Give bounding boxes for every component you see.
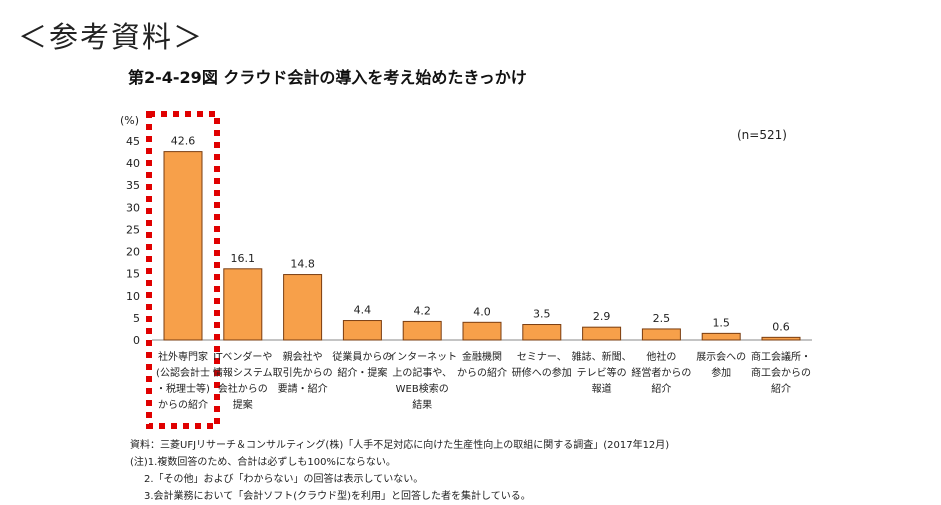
data-label: 16.1 xyxy=(231,252,256,265)
category-label: ITベンダーや 情報システム 会社からの 提案 xyxy=(212,352,273,411)
bar xyxy=(462,321,502,341)
bar xyxy=(283,274,323,341)
data-label: 2.9 xyxy=(593,310,611,323)
note-3: 3.会計業務において「会計ソフト(クラウド型)を利用」と回答した者を集計している… xyxy=(144,491,531,502)
y-tick-label: 5 xyxy=(133,312,140,325)
notes: 資料：三菱UFJリサーチ＆コンサルティング(株)「人手不足対応に向けた生産性向上… xyxy=(130,437,669,505)
category-label: 雑誌、新聞、 テレビ等の 報道 xyxy=(571,352,632,395)
bar xyxy=(163,151,203,341)
category-label: 金融機関 からの紹介 xyxy=(457,352,507,379)
bar xyxy=(223,268,263,341)
category-label: 他社の 経営者からの 紹介 xyxy=(631,352,692,395)
y-tick-label: 45 xyxy=(126,135,140,148)
category-label: 従業員からの 紹介・提案 xyxy=(332,352,393,379)
data-label: 0.6 xyxy=(772,320,790,333)
bar xyxy=(342,320,382,341)
source-note: 資料：三菱UFJリサーチ＆コンサルティング(株)「人手不足対応に向けた生産性向上… xyxy=(130,440,670,451)
bar xyxy=(582,326,622,341)
y-axis-unit: (%) xyxy=(120,114,140,127)
data-label: 3.5 xyxy=(533,308,551,321)
data-label: 42.6 xyxy=(171,135,196,148)
data-label: 2.5 xyxy=(653,312,671,325)
bar xyxy=(761,336,801,341)
data-label: 4.2 xyxy=(413,304,431,317)
category-label: インターネット 上の記事や、 WEB検索の 結果 xyxy=(387,352,458,411)
category-label: 展示会への 参加 xyxy=(696,352,747,379)
reference-header: ＜参考資料＞ xyxy=(18,20,205,54)
data-label: 4.4 xyxy=(354,304,372,317)
bar xyxy=(402,320,442,341)
y-tick-label: 35 xyxy=(126,179,140,192)
data-label: 4.0 xyxy=(473,305,491,318)
data-label: 14.8 xyxy=(290,258,315,271)
bar xyxy=(522,324,562,341)
chart-title: 第2-4-29図 クラウド会計の導入を考え始めたきっかけ xyxy=(128,68,527,87)
note-1: (注)1.複数回答のため、合計は必ずしも100%にならない。 xyxy=(130,457,396,468)
note-2: 2.「その他」および「わからない」の回答は表示していない。 xyxy=(144,474,424,485)
highlight-dotted-box xyxy=(146,111,220,429)
y-tick-label: 15 xyxy=(126,268,140,281)
data-label: 1.5 xyxy=(712,316,730,329)
y-tick-label: 40 xyxy=(126,157,140,170)
y-tick-label: 0 xyxy=(133,334,140,347)
bar xyxy=(701,332,741,341)
category-label: 社外専門家 (公認会計士 ・税理士等) からの紹介 xyxy=(156,352,210,411)
bar xyxy=(641,328,681,341)
y-tick-label: 30 xyxy=(126,201,140,214)
y-tick-label: 10 xyxy=(126,290,140,303)
y-tick-label: 25 xyxy=(126,223,140,236)
category-label: セミナー、 研修への参加 xyxy=(511,352,572,379)
category-label: 商工会議所・ 商工会からの 紹介 xyxy=(751,352,811,395)
category-label: 親会社や 取引先からの 要請・紹介 xyxy=(272,352,333,395)
y-tick-label: 20 xyxy=(126,246,140,259)
sample-size: (n=521) xyxy=(737,128,787,142)
